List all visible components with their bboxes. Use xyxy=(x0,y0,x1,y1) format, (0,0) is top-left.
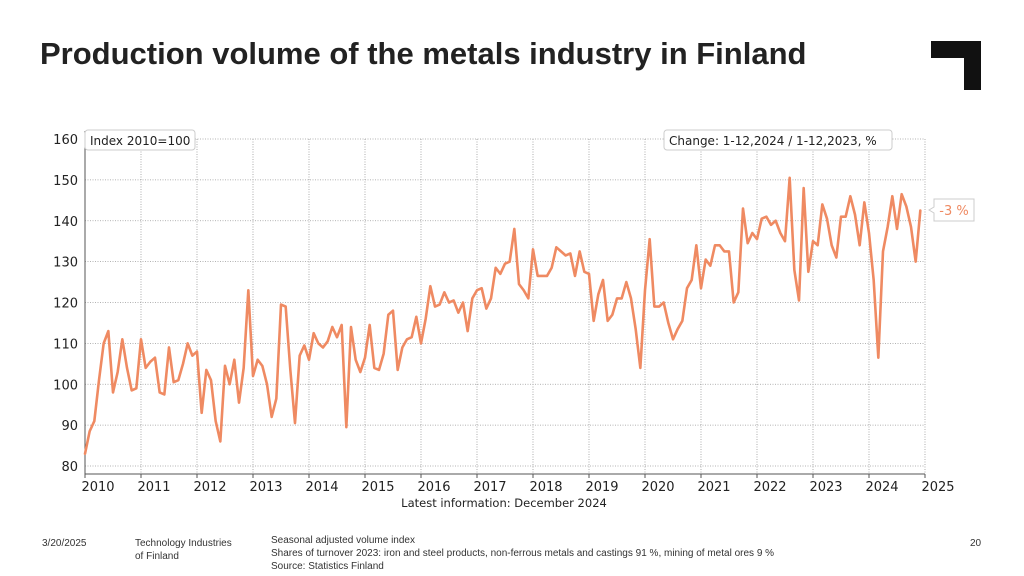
series-group xyxy=(83,176,922,456)
change-label: Change: 1-12,2024 / 1-12,2023, % xyxy=(669,134,877,148)
x-tick-label: 2025 xyxy=(921,480,954,495)
axes xyxy=(84,131,926,478)
x-tick-label: 2024 xyxy=(865,480,898,495)
brand-logo-icon xyxy=(931,41,981,90)
x-tick-label: 2021 xyxy=(697,480,730,495)
grid-lines xyxy=(84,138,926,474)
x-tick-label: 2016 xyxy=(417,480,450,495)
x-tick-labels: 2010 2011 2012 2013 2014 2015 2016 2017 2018 2019… xyxy=(81,480,954,495)
x-axis-label: Latest information: December 2024 xyxy=(401,496,607,510)
footer-note-volume-index: Seasonal adjusted volume index xyxy=(271,535,415,546)
x-tick-label: 2019 xyxy=(585,480,618,495)
footer-note-shares: Shares of turnover 2023: iron and steel … xyxy=(271,548,775,559)
footer-org-line1: Technology Industries xyxy=(135,538,232,549)
x-tick-label: 2011 xyxy=(137,480,170,495)
y-tick-label: 120 xyxy=(53,297,78,312)
footer-date: 3/20/2025 xyxy=(42,538,87,549)
change-label-box xyxy=(663,129,893,151)
y-tick-label: 80 xyxy=(61,460,78,475)
x-tick-label: 2020 xyxy=(641,480,674,495)
index-label: Index 2010=100 xyxy=(90,134,190,148)
y-tick-label: 110 xyxy=(53,337,78,352)
footer-org-line2: of Finland xyxy=(135,551,179,562)
y-tick-label: 130 xyxy=(53,256,78,271)
x-tick-label: 2017 xyxy=(473,480,506,495)
page-title: Production volume of the metals industry… xyxy=(40,36,807,71)
series-line-volume-index xyxy=(83,176,922,456)
y-tick-label: 100 xyxy=(53,378,78,393)
x-tick-label: 2015 xyxy=(361,480,394,495)
x-tick-label: 2022 xyxy=(753,480,786,495)
y-tick-label: 140 xyxy=(53,215,78,230)
y-tick-label: 90 xyxy=(61,419,78,434)
index-label-box xyxy=(84,129,196,151)
change-value: -3 % xyxy=(939,204,968,219)
x-tick-label: 2013 xyxy=(249,480,282,495)
y-tick-labels: 80 90 100 110 120 130 140 150 160 xyxy=(53,133,78,475)
footer-notes: Seasonal adjusted volume index Shares of… xyxy=(271,534,774,573)
footer-organization: Technology Industries of Finland xyxy=(135,537,255,563)
x-tick-label: 2010 xyxy=(81,480,114,495)
page-number: 20 xyxy=(970,538,982,549)
change-value-callout xyxy=(928,198,975,222)
x-tick-label: 2012 xyxy=(193,480,226,495)
y-tick-label: 150 xyxy=(53,174,78,189)
x-tick-label: 2014 xyxy=(305,480,338,495)
x-tick-label: 2018 xyxy=(529,480,562,495)
x-tick-label: 2023 xyxy=(809,480,842,495)
y-tick-label: 160 xyxy=(53,133,78,148)
annotation-boxes: Index 2010=100 Change: 1-12,2024 / 1-12,… xyxy=(84,129,975,222)
footer-note-source: Source: Statistics Finland xyxy=(271,561,384,572)
